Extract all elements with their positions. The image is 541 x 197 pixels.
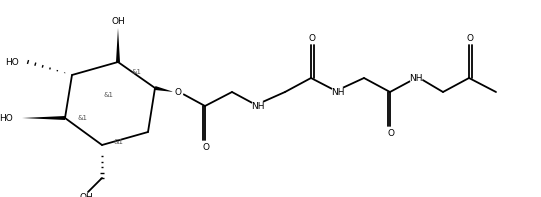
Text: HO: HO (0, 113, 13, 123)
Text: &1: &1 (77, 115, 87, 121)
Text: NH: NH (409, 73, 423, 83)
Text: O: O (175, 87, 181, 97)
Text: &1: &1 (103, 92, 113, 98)
Text: O: O (308, 33, 315, 43)
Text: NH: NH (251, 101, 265, 111)
Polygon shape (116, 28, 120, 62)
Text: NH: NH (331, 87, 345, 97)
Polygon shape (155, 86, 174, 92)
Text: OH: OH (111, 17, 125, 25)
Text: OH: OH (79, 193, 93, 197)
Text: &1: &1 (131, 69, 141, 75)
Text: &1: &1 (113, 139, 123, 145)
Polygon shape (22, 116, 65, 120)
Text: O: O (202, 142, 209, 151)
Circle shape (252, 100, 264, 112)
Text: O: O (387, 128, 394, 138)
Text: HO: HO (5, 58, 19, 67)
Circle shape (410, 72, 422, 84)
Circle shape (173, 87, 183, 97)
Text: O: O (466, 33, 473, 43)
Circle shape (332, 86, 344, 98)
